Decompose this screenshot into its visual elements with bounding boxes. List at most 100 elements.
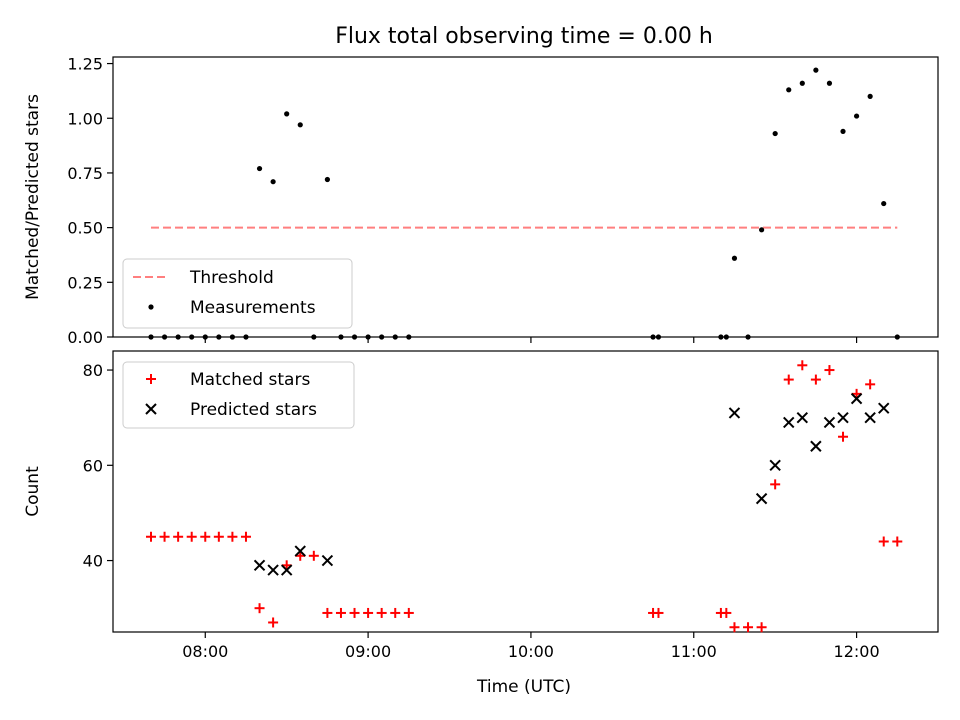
y-axis-label: Matched/Predicted stars: [23, 94, 43, 300]
x-stroke-b: [145, 403, 157, 415]
matched-star-point: [254, 603, 265, 614]
measurement-point: [759, 227, 765, 233]
predicted-star-point: [253, 559, 266, 572]
measurement-point: [745, 334, 751, 340]
x-stroke-b: [783, 416, 795, 429]
measurement-point: [216, 334, 222, 340]
x-tick-label: 12:00: [834, 642, 880, 661]
matched-star-point: [653, 607, 664, 618]
measurement-point: [161, 334, 168, 340]
measurement-point: [392, 334, 398, 340]
predicted-star-point: [321, 554, 334, 567]
predicted-star-point: [850, 392, 863, 405]
measurement-point: [338, 334, 344, 340]
predicted-star-point: [823, 416, 836, 429]
matched-star-point: [159, 531, 170, 542]
matched-star-point: [173, 531, 184, 542]
x-stroke-b: [850, 392, 863, 405]
matched-star-point: [390, 607, 401, 618]
predicted-star-point: [294, 545, 306, 557]
legend-threshold-label: Threshold: [189, 268, 274, 288]
y-tick-label: 0.00: [67, 328, 103, 347]
matched-star-point: [797, 360, 808, 371]
legend-box: [122, 258, 353, 329]
measurement-point: [772, 130, 778, 137]
plot-frame: [112, 350, 939, 633]
matched-star-point: [729, 622, 740, 633]
matched-star-point: [770, 479, 781, 490]
measurement-point: [351, 334, 358, 340]
y-tick-label: 40: [83, 552, 103, 571]
y-tick-label: 0.25: [67, 273, 103, 292]
measurement-point: [723, 334, 729, 340]
predicted-star-point: [810, 440, 822, 452]
measurement-point: [229, 334, 236, 340]
measurement-point: [894, 334, 900, 340]
measurement-point: [379, 334, 385, 340]
measurement-point: [826, 80, 833, 86]
predicted-star-point: [755, 492, 768, 505]
x-stroke-b: [878, 402, 890, 414]
matched-star-point: [200, 531, 211, 542]
y-tick-label: 1.00: [67, 109, 103, 128]
matched-star-point: [824, 365, 835, 376]
predicted-star-point: [796, 411, 809, 424]
matched-star-point: [878, 536, 889, 547]
predicted-star-point: [878, 402, 890, 414]
x-stroke-b: [837, 411, 849, 424]
measurement-point: [840, 128, 846, 134]
measurement-point: [813, 67, 819, 73]
predicted-star-point: [864, 411, 876, 424]
matched-star-point: [186, 531, 197, 542]
x-stroke-b: [864, 411, 876, 424]
x-stroke-b: [823, 416, 836, 429]
count-panel: 40 60 80 08:00 09:00 10:00 11:00 12:00 Count Matc…: [23, 350, 939, 661]
x-stroke-b: [810, 440, 822, 452]
y-axis-label: Count: [23, 466, 43, 517]
legend-box: [122, 361, 355, 429]
measurement-point: [655, 334, 662, 340]
y-tick-label: 80: [83, 361, 103, 380]
matched-star-point: [721, 607, 732, 618]
x-axis-label: Time (UTC): [476, 677, 571, 697]
matched-star-point: [851, 388, 862, 399]
measurement-point: [175, 334, 181, 340]
predicted-star-point: [267, 564, 279, 576]
matched-star-point: [403, 607, 414, 618]
legend-matched-label: Matched stars: [190, 370, 310, 390]
matched-star-point: [281, 560, 292, 571]
matched-star-point: [240, 531, 251, 542]
measurement-point: [189, 334, 195, 340]
matched-star-point: [308, 550, 319, 561]
measurement-point: [365, 334, 371, 340]
measurement-point: [270, 179, 276, 185]
measurement-point: [731, 255, 738, 261]
x-stroke-b: [267, 564, 279, 576]
matched-star-point: [810, 374, 821, 385]
predicted-star-point: [783, 416, 795, 429]
matched-star-point: [865, 379, 876, 390]
matched-star-point: [756, 622, 767, 633]
measurement-point: [799, 80, 805, 86]
x-stroke-b: [769, 459, 781, 472]
measurement-point: [202, 334, 208, 340]
matched-star-point: [783, 374, 794, 385]
plot-frame: [112, 56, 939, 338]
measurement-point: [324, 176, 330, 183]
matched-star-point: [295, 550, 306, 561]
y-tick-label: 1.25: [67, 55, 103, 74]
matched-star-point: [892, 536, 903, 547]
measurement-point: [853, 113, 860, 119]
x-stroke-b: [796, 411, 809, 424]
x-stroke-b: [253, 559, 266, 572]
x-tick-label: 10:00: [508, 642, 554, 661]
measurement-point: [256, 165, 263, 172]
matched-star-point: [213, 531, 224, 542]
matched-star-point: [268, 617, 279, 628]
matched-star-point: [227, 531, 238, 542]
measurement-point: [786, 87, 792, 93]
y-tick-label: 0.50: [67, 219, 103, 238]
ratio-panel: 0.00 0.25 0.50 0.75 1.00 1.25 Matched/Predicte…: [23, 55, 939, 347]
x-tick-label: 09:00: [345, 642, 391, 661]
